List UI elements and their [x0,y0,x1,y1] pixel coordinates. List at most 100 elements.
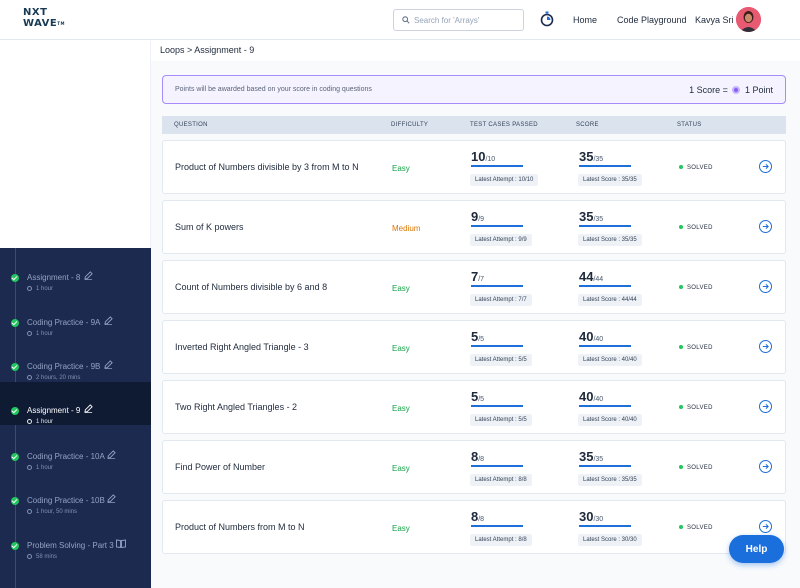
status-dot [679,345,683,349]
open-question-arrow-icon[interactable] [759,460,772,473]
status-badge: SOLVED [679,525,713,531]
breadcrumb[interactable]: Loops > Assignment - 9 [160,45,255,55]
table-row[interactable]: Product of Numbers from M to N Easy 8/8 … [162,500,786,554]
latest-attempt: Latest Attempt : 8/8 [470,534,532,546]
status-badge: SOLVED [679,345,713,351]
sidebar-item-problem-solving-part-3[interactable]: Problem Solving - Part 3 58 mins [0,516,151,560]
clock-icon [27,286,32,291]
stopwatch-icon[interactable] [540,11,554,27]
sidebar-item-coding-practice-9b[interactable]: Coding Practice - 9B 2 hours, 20 mins [0,337,151,381]
test-cases-progress-bar [471,465,523,467]
score-progress-bar [579,285,631,287]
completed-check-icon [11,319,19,327]
table-row[interactable]: Product of Numbers divisible by 3 from M… [162,140,786,194]
edit-icon [84,271,93,280]
column-header-question: QUESTION [174,122,208,128]
score: 35/35 Latest Score : 35/35 [578,149,658,189]
clock-icon [27,331,32,336]
sidebar-item-coding-practice-10a[interactable]: Coding Practice - 10A 1 hour [0,427,151,471]
score: 44/44 Latest Score : 44/44 [578,269,658,309]
status-dot [679,405,683,409]
table-row[interactable]: Count of Numbers divisible by 6 and 8 Ea… [162,260,786,314]
sidebar-item-coding-practice-9a[interactable]: Coding Practice - 9A 1 hour [0,293,151,337]
status-dot [679,165,683,169]
test-cases-progress-bar [471,345,523,347]
open-question-arrow-icon[interactable] [759,340,772,353]
table-row[interactable]: Inverted Right Angled Triangle - 3 Easy … [162,320,786,374]
banner-text: Points will be awarded based on your sco… [175,86,372,93]
status-dot [679,285,683,289]
status-dot [679,465,683,469]
score-progress-bar [579,165,631,167]
difficulty-badge: Easy [392,164,410,173]
question-title[interactable]: Product of Numbers divisible by 3 from M… [175,162,359,172]
score: 40/40 Latest Score : 40/40 [578,389,658,429]
open-question-arrow-icon[interactable] [759,400,772,413]
question-title[interactable]: Find Power of Number [175,462,266,472]
sidebar-item-label: Coding Practice - 9A [27,318,101,327]
score: 35/35 Latest Score : 35/35 [578,449,658,489]
top-navbar: NXT WAVETM Home Code Playground Kavya Sr… [0,0,800,40]
nav-home-link[interactable]: Home [573,15,598,25]
duration: 1 hour [27,331,53,337]
status-badge: SOLVED [679,285,713,291]
table-row[interactable]: Two Right Angled Triangles - 2 Easy 5/5 … [162,380,786,434]
sidebar-item-label: Assignment - 8 [27,273,81,282]
difficulty-badge: Easy [392,344,410,353]
duration: 1 hour, 50 mins [27,509,77,515]
help-button[interactable]: Help [729,535,784,563]
search-box[interactable] [393,9,524,31]
difficulty-badge: Easy [392,464,410,473]
open-question-arrow-icon[interactable] [759,280,772,293]
open-question-arrow-icon[interactable] [759,160,772,173]
avatar[interactable] [736,7,761,32]
question-title[interactable]: Sum of K powers [175,222,244,232]
latest-attempt: Latest Attempt : 5/5 [470,414,532,426]
completed-check-icon [11,542,19,550]
nxtwave-logo[interactable]: NXT WAVETM [23,8,67,32]
question-title[interactable]: Product of Numbers from M to N [175,522,305,532]
duration: 2 hours, 20 mins [27,375,80,381]
latest-score: Latest Score : 30/30 [578,534,642,546]
latest-attempt: Latest Attempt : 8/8 [470,474,532,486]
question-title[interactable]: Two Right Angled Triangles - 2 [175,402,298,412]
table-row[interactable]: Find Power of Number Easy 8/8 Latest Att… [162,440,786,494]
coin-icon [732,86,741,94]
nav-code-playground-link[interactable]: Code Playground [617,15,687,25]
sidebar-item-assignment-9[interactable]: Assignment - 9 1 hour [0,382,151,425]
test-cases-passed: 9/9 Latest Attempt : 9/9 [470,209,550,249]
duration: 1 hour [27,465,53,471]
test-cases-passed: 5/5 Latest Attempt : 5/5 [470,389,550,429]
sidebar-item-coding-practice-10b[interactable]: Coding Practice - 10B 1 hour, 50 mins [0,471,151,515]
open-question-arrow-icon[interactable] [759,220,772,233]
completed-check-icon [11,497,19,505]
clock-icon [27,419,32,424]
score: 40/40 Latest Score : 40/40 [578,329,658,369]
edit-icon [104,360,113,369]
table-header: QUESTION DIFFICULTY TEST CASES PASSED SC… [162,116,786,134]
completed-check-icon [11,407,19,415]
score: 30/30 Latest Score : 30/30 [578,509,658,549]
sidebar-item-label: Coding Practice - 9B [27,362,101,371]
test-cases-progress-bar [471,285,523,287]
user-name[interactable]: Kavya Sri [695,15,734,25]
status-badge: SOLVED [679,225,713,231]
column-header-test-cases: TEST CASES PASSED [470,122,538,128]
completed-check-icon [11,453,19,461]
search-input[interactable] [414,12,519,28]
column-header-status: STATUS [677,122,702,128]
question-title[interactable]: Count of Numbers divisible by 6 and 8 [175,282,328,292]
latest-attempt: Latest Attempt : 9/9 [470,234,532,246]
status-dot [679,525,683,529]
clock-icon [27,375,32,380]
test-cases-passed: 10/10 Latest Attempt : 10/10 [470,149,550,189]
question-title[interactable]: Inverted Right Angled Triangle - 3 [175,342,309,352]
difficulty-badge: Medium [392,224,421,233]
open-question-arrow-icon[interactable] [759,520,772,533]
latest-attempt: Latest Attempt : 7/7 [470,294,532,306]
test-cases-passed: 8/8 Latest Attempt : 8/8 [470,449,550,489]
sidebar-item-assignment-8[interactable]: Assignment - 8 1 hour [0,248,151,292]
status-badge: SOLVED [679,165,713,171]
latest-score: Latest Score : 35/35 [578,474,642,486]
table-row[interactable]: Sum of K powers Medium 9/9 Latest Attemp… [162,200,786,254]
